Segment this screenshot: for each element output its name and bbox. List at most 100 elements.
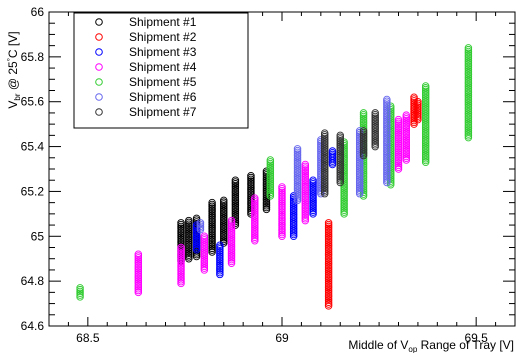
y-tick-label: 65.8 <box>21 50 45 64</box>
data-point <box>386 143 395 151</box>
data-point <box>464 62 473 70</box>
data-point <box>355 159 364 167</box>
data-point <box>247 182 255 191</box>
data-point <box>402 152 411 161</box>
data-point <box>383 104 391 113</box>
data-point <box>383 124 391 133</box>
data-point <box>301 160 310 169</box>
data-point <box>289 192 298 200</box>
data-point <box>340 186 348 195</box>
data-point <box>301 184 310 192</box>
data-point <box>464 78 473 86</box>
data-point <box>208 226 216 234</box>
data-point <box>134 288 143 297</box>
x-tick-label: 68.5 <box>76 331 100 345</box>
data-point <box>324 276 333 285</box>
data-point <box>324 284 333 292</box>
data-point <box>185 222 193 230</box>
y-tick-label: 65.6 <box>21 95 45 109</box>
data-point <box>208 202 216 211</box>
data-point <box>231 217 240 226</box>
data-point <box>278 190 286 199</box>
data-point <box>278 212 286 220</box>
data-point <box>394 126 403 135</box>
data-point <box>402 134 411 143</box>
data-point <box>340 197 348 206</box>
data-point <box>134 252 143 260</box>
data-point <box>355 152 364 160</box>
data-point <box>177 272 185 280</box>
data-point <box>394 119 403 128</box>
data-point <box>324 219 333 227</box>
data-point <box>247 193 255 202</box>
data-point <box>231 199 240 208</box>
data-point <box>324 238 333 247</box>
data-point <box>383 126 391 134</box>
data-point <box>464 112 473 120</box>
data-point <box>383 128 391 136</box>
data-point <box>464 72 473 81</box>
data-point <box>262 196 271 205</box>
data-point <box>301 187 310 196</box>
data-point <box>336 131 345 140</box>
legend-marker <box>95 93 103 101</box>
data-point <box>464 58 473 66</box>
data-point <box>324 246 333 254</box>
legend-marker <box>95 48 103 56</box>
data-point <box>394 123 403 131</box>
data-point <box>216 257 224 266</box>
data-point <box>266 174 275 182</box>
data-point <box>410 98 418 107</box>
data-point <box>208 222 216 231</box>
data-point <box>402 118 411 127</box>
data-point <box>383 97 391 106</box>
data-point <box>177 256 185 264</box>
data-point <box>185 240 193 248</box>
data-point <box>278 232 286 241</box>
data-point <box>464 80 473 88</box>
data-point <box>394 161 403 170</box>
data-point <box>464 108 473 117</box>
data-point <box>355 164 364 173</box>
data-point <box>464 81 473 90</box>
data-point <box>394 146 403 155</box>
data-point <box>386 179 395 187</box>
data-point <box>336 175 345 183</box>
data-point <box>177 229 185 238</box>
data-point <box>301 215 310 223</box>
data-point <box>340 183 348 191</box>
data-point <box>177 231 185 240</box>
data-point <box>394 136 403 144</box>
data-point <box>464 132 473 140</box>
data-point <box>266 165 275 173</box>
data-point <box>266 184 275 193</box>
y-tick-label: 64.8 <box>21 274 45 288</box>
data-point <box>355 173 364 182</box>
data-point <box>266 183 275 191</box>
data-point <box>208 248 216 256</box>
data-point <box>177 235 185 243</box>
data-point <box>262 192 271 201</box>
data-point <box>301 207 310 216</box>
data-point <box>278 225 286 233</box>
data-point <box>340 195 348 204</box>
data-point <box>301 205 310 214</box>
data-point <box>324 220 333 229</box>
data-point <box>340 199 348 207</box>
data-point <box>177 259 185 268</box>
data-point <box>278 195 286 204</box>
data-point <box>262 191 271 199</box>
data-point <box>208 242 216 251</box>
data-point <box>301 186 310 194</box>
data-point <box>76 285 84 294</box>
data-point <box>266 161 275 170</box>
data-point <box>383 164 391 172</box>
data-point <box>340 206 348 215</box>
data-point <box>359 118 368 126</box>
data-point <box>231 189 240 197</box>
data-point <box>394 141 403 149</box>
data-point <box>185 242 193 250</box>
data-point <box>402 127 411 136</box>
data-point <box>383 167 391 176</box>
data-point <box>301 193 310 201</box>
